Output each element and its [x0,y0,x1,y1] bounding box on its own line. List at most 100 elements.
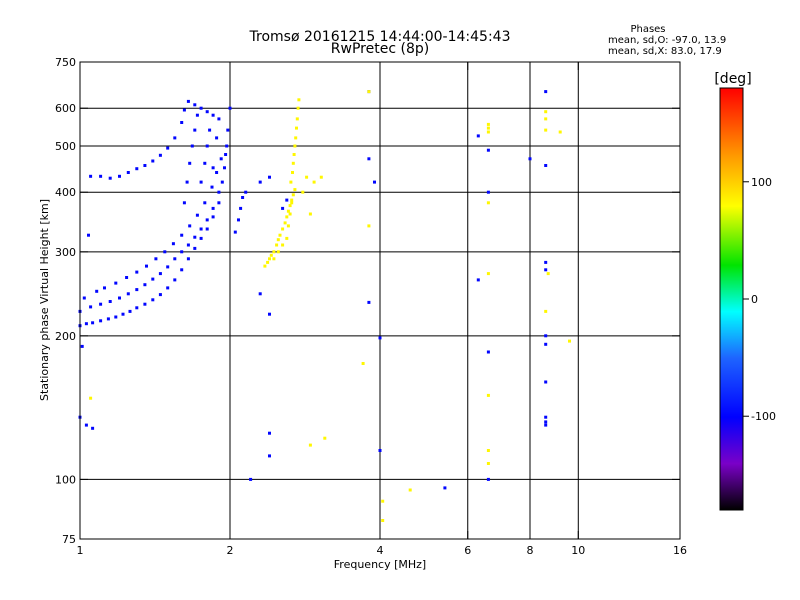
data-point-o [151,159,155,163]
data-point-o [91,321,95,325]
data-point-x [297,98,301,102]
data-point-o [268,454,271,458]
data-point-o [108,300,112,303]
data-point-x [544,128,548,132]
data-point-o [121,312,125,316]
data-point-o [173,278,177,282]
data-point-o [99,174,103,178]
data-point-o [208,128,212,132]
data-point-o [215,171,219,174]
data-point-x [305,175,309,179]
data-point-x [544,110,548,114]
data-point-x [288,204,292,208]
x-axis-label: Frequency [MHz] [334,558,426,571]
data-point-o [233,230,237,234]
data-point-o [180,121,184,124]
data-point-x [367,90,371,94]
data-point-x [301,190,305,194]
data-point-o [180,233,184,237]
data-point-o [528,157,532,161]
data-point-x [281,227,285,231]
data-point-o [99,302,103,306]
data-point-x [286,209,290,213]
data-point-o [203,201,207,205]
data-point-o [205,110,209,114]
x-tick-label: 4 [377,544,384,557]
data-point-o [186,243,190,247]
phases-mean-o: mean, sd,O: -97.0, 13.9 [608,35,726,46]
data-point-o [373,180,376,184]
colorbar-tick-label: 0 [751,293,758,306]
x-axis: 1 2 4 6 8 10 16 [77,62,687,557]
data-point-o [544,268,548,272]
data-point-x [486,126,490,130]
data-point-x [263,264,267,268]
chart-title: Tromsø 20161215 14:44:00-14:45:43 [249,29,511,45]
colorbar-tick-label: -100 [751,410,776,423]
data-point-o [193,103,197,107]
data-point-o [217,190,221,194]
data-point-o [239,206,243,210]
data-points [78,90,571,522]
data-point-o [210,185,214,189]
x-tick-label: 6 [464,544,471,557]
data-point-x [381,499,385,503]
data-point-o [544,164,548,167]
data-point-o [241,196,245,199]
x-tick-label: 8 [527,544,534,557]
data-point-o [145,264,148,268]
data-point-x [558,130,562,134]
data-point-o [143,164,147,167]
data-point-o [378,449,382,452]
y-tick-label: 300 [55,246,76,259]
y-tick-label: 75 [62,533,76,546]
data-point-o [367,300,371,304]
data-point-o [108,176,112,180]
data-point-x [361,362,365,365]
data-point-o [228,106,232,110]
data-point-o [211,206,215,210]
data-point-o [486,148,490,152]
data-point-o [193,128,197,132]
data-point-o [114,315,118,319]
grid [80,62,680,539]
data-point-o [211,215,215,219]
data-point-o [82,296,86,300]
data-point-o [544,342,548,346]
data-point-x [486,122,490,126]
data-point-x [308,212,312,216]
colorbar-tick-label: 100 [751,176,772,189]
data-point-x [295,126,298,130]
data-point-x [291,161,295,165]
data-point-o [186,99,190,103]
data-point-o [182,201,186,205]
data-point-o [193,235,197,239]
data-point-o [268,175,271,179]
data-point-o [135,167,139,171]
data-point-x [544,117,548,121]
data-point-x [266,260,270,264]
data-point-o [126,292,130,296]
data-point-o [285,198,289,202]
data-point-o [87,233,90,237]
data-point-o [166,265,170,269]
data-point-x [295,117,299,121]
data-point-o [190,144,194,148]
data-point-o [443,486,447,490]
data-point-o [199,180,203,184]
data-point-o [258,180,262,184]
data-point-x [546,272,550,276]
data-point-o [128,309,132,313]
data-point-o [118,174,121,178]
data-point-o [225,144,229,148]
y-tick-label: 400 [55,186,76,199]
data-point-o [125,276,129,279]
data-point-x [367,224,371,228]
data-point-x [486,272,490,276]
data-point-x [486,130,490,134]
chart-subtitle: RwPretec (8p) [331,41,429,57]
data-point-o [143,283,147,287]
y-tick-label: 600 [55,102,76,115]
data-point-x [281,243,285,247]
data-point-o [199,236,203,240]
